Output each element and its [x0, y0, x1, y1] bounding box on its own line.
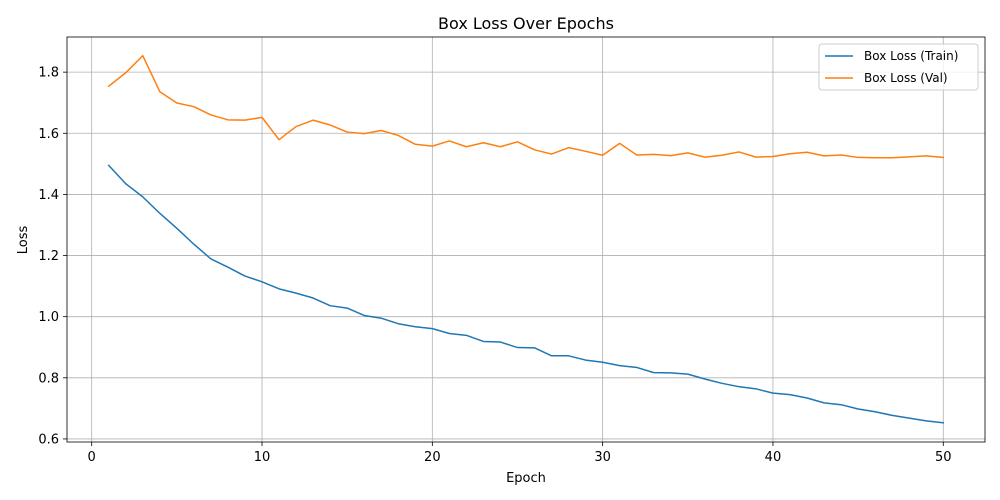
plot-series — [107, 54, 945, 424]
y-tick-label: 0.6 — [38, 432, 59, 447]
legend-label-val: Box Loss (Val) — [864, 71, 948, 85]
grid — [67, 37, 985, 442]
plot-frame — [66, 36, 986, 443]
legend-label-train: Box Loss (Train) — [864, 49, 958, 63]
axis-ticks: 0 10 20 30 40 50 0.6 0.8 1.0 1.2 1.4 1.6 1.8 — [38, 66, 951, 465]
x-tick-label: 0 — [88, 450, 96, 465]
x-tick-label: 10 — [254, 450, 271, 465]
x-tick-label: 30 — [594, 450, 611, 465]
y-tick-label: 1.6 — [38, 127, 59, 142]
y-tick-label: 1.8 — [38, 66, 59, 81]
series-line-val — [107, 54, 945, 159]
legend-box — [818, 43, 979, 91]
y-tick-label: 1.2 — [38, 249, 59, 264]
y-tick-label: 0.8 — [38, 371, 59, 386]
x-tick-label: 40 — [765, 450, 782, 465]
chart-title: Box Loss Over Epochs — [438, 14, 614, 33]
legend: Box Loss (Train) Box Loss (Val) — [818, 43, 979, 91]
x-axis-label: Epoch — [506, 471, 546, 486]
y-axis-label: Loss — [16, 226, 31, 255]
x-tick-label: 50 — [935, 450, 952, 465]
x-tick-label: 20 — [424, 450, 441, 465]
y-tick-label: 1.0 — [38, 310, 59, 325]
y-tick-label: 1.4 — [38, 188, 59, 203]
series-line-train — [107, 164, 945, 424]
